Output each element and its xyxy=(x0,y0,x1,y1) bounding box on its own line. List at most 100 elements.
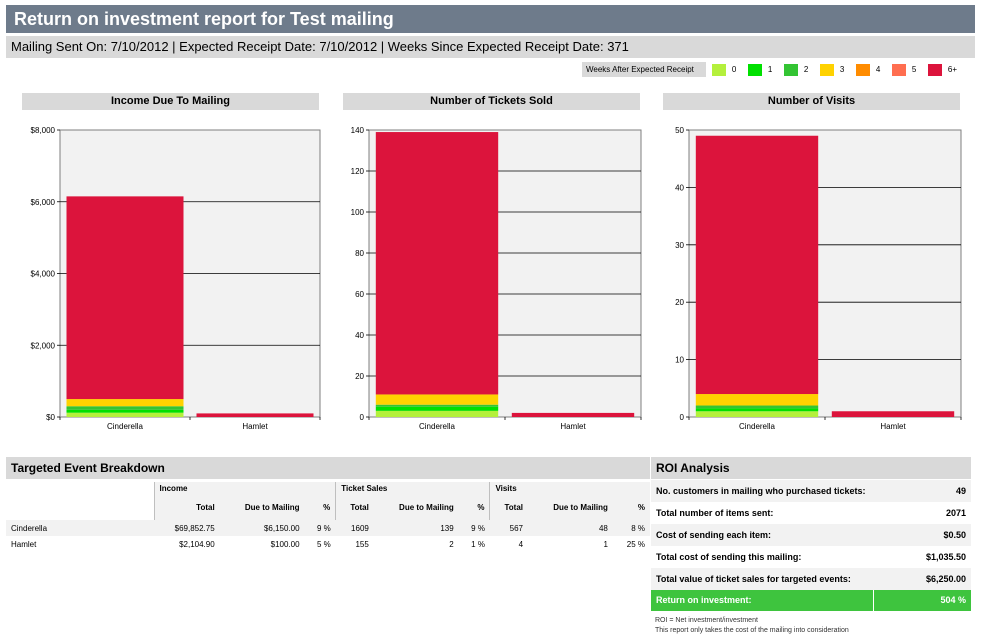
legend-label: 6+ xyxy=(947,65,958,74)
bar-segment xyxy=(695,408,819,412)
roi-result: Return on investment: 504 % xyxy=(651,590,971,611)
y-tick-label: 140 xyxy=(351,126,365,135)
bar-segment xyxy=(66,406,184,410)
report-subtitle: Mailing Sent On: 7/10/2012 | Expected Re… xyxy=(6,36,975,58)
legend-swatch xyxy=(855,63,870,76)
x-category-label: Hamlet xyxy=(880,422,906,431)
legend-label: 0 xyxy=(731,65,737,74)
table-cell: 5 % xyxy=(316,539,331,549)
roi-label: Total number of items sent: xyxy=(656,508,774,518)
roi-value: $0.50 xyxy=(943,530,966,540)
column-header: Total xyxy=(153,494,220,520)
legend-swatch xyxy=(747,63,762,76)
roi-value: $1,035.50 xyxy=(925,552,966,562)
bar-segment xyxy=(375,410,499,417)
column-header: % xyxy=(612,494,650,520)
roi-value: 2071 xyxy=(945,508,966,518)
roi-notes: ROI = Net investment/investment This rep… xyxy=(655,616,849,636)
y-tick-label: 0 xyxy=(680,413,685,422)
breakdown-table: Income Ticket Sales Visits Total Due to … xyxy=(6,482,650,552)
bar-segment xyxy=(831,411,955,417)
table-cell: 139 xyxy=(440,523,454,533)
roi-title: ROI Analysis xyxy=(651,457,971,479)
group-header-tickets: Ticket Sales xyxy=(335,482,490,494)
y-tick-label: $8,000 xyxy=(31,126,56,135)
roi-note: This report only takes the cost of the m… xyxy=(655,627,849,634)
table-cell: 155 xyxy=(355,539,369,549)
table-cell: 2 xyxy=(449,539,454,549)
bar-segment xyxy=(375,404,499,407)
legend-swatch xyxy=(711,63,726,76)
x-category-label: Hamlet xyxy=(242,422,268,431)
y-tick-label: 20 xyxy=(355,372,364,381)
event-name: Cinderella xyxy=(11,523,48,533)
legend-swatch xyxy=(927,63,942,76)
column-header: Due to Mailing xyxy=(528,494,613,520)
weeks-legend: Weeks After Expected Receipt 0 1 2 3 4 5… xyxy=(582,62,958,77)
roi-value: $6,250.00 xyxy=(925,574,966,584)
table-cell: $2,104.90 xyxy=(179,539,215,549)
table-cell: $6,150.00 xyxy=(263,523,300,533)
bar-segment xyxy=(375,406,499,411)
y-tick-label: 60 xyxy=(355,290,364,299)
group-header-visits: Visits xyxy=(489,482,650,494)
legend-label: 1 xyxy=(767,65,773,74)
roi-result-value: 504 % xyxy=(873,590,971,611)
roi-row-customers: No. customers in mailing who purchased t… xyxy=(651,480,971,502)
roi-note: ROI = Net investment/investment xyxy=(655,617,758,624)
column-header: Total xyxy=(335,494,374,520)
y-tick-label: 50 xyxy=(675,126,684,135)
legend-item-5: 5 xyxy=(891,63,922,76)
table-cell: 1 xyxy=(603,539,608,549)
legend-label: 3 xyxy=(839,65,845,74)
roi-result-label: Return on investment: xyxy=(656,595,752,605)
chart-title: Income Due To Mailing xyxy=(22,93,319,110)
roi-row-cost-each: Cost of sending each item: $0.50 xyxy=(651,524,971,546)
roi-row-items-sent: Total number of items sent: 2071 xyxy=(651,502,971,524)
bar-segment xyxy=(375,394,499,405)
y-tick-label: 10 xyxy=(675,356,684,365)
legend-label: 4 xyxy=(875,65,881,74)
table-cell: 567 xyxy=(509,523,524,533)
table-cell: 9 % xyxy=(471,523,485,533)
table-cell: 8 % xyxy=(631,523,645,533)
y-tick-label: $4,000 xyxy=(31,270,56,279)
income-chart-plot: $0 $2,000 $4,000 $6,000 $8,000 Cinderella Haml… xyxy=(31,126,321,431)
roi-label: No. customers in mailing who purchased t… xyxy=(656,486,866,496)
legend-item-3: 3 xyxy=(819,63,850,76)
bar-segment xyxy=(511,412,635,417)
y-tick-label: $6,000 xyxy=(31,198,56,207)
y-tick-label: $2,000 xyxy=(31,341,56,350)
column-header: Total xyxy=(489,494,529,520)
bar-segment xyxy=(695,405,819,409)
bar-segment xyxy=(196,413,314,417)
table-cell: 9 % xyxy=(316,523,331,533)
legend-title: Weeks After Expected Receipt xyxy=(582,62,706,77)
report-title: Return on investment report for Test mai… xyxy=(6,5,975,33)
roi-label: Total value of ticket sales for targeted… xyxy=(656,574,851,584)
column-header: Due to Mailing xyxy=(373,494,459,520)
roi-label: Cost of sending each item: xyxy=(656,530,772,540)
chart-title: Number of Tickets Sold xyxy=(343,93,640,110)
visits-chart-plot: 0 10 20 30 40 50 Cinderella Hamlet xyxy=(675,126,962,431)
event-name: Hamlet xyxy=(11,539,37,549)
roi-row-total-value: Total value of ticket sales for targeted… xyxy=(651,568,971,590)
legend-label: 2 xyxy=(803,65,809,74)
roi-label: Total cost of sending this mailing: xyxy=(656,552,802,562)
legend-swatch xyxy=(891,63,906,76)
empty-header xyxy=(6,482,154,494)
legend-item-2: 2 xyxy=(783,63,814,76)
legend-item-0: 0 xyxy=(711,63,742,76)
legend-item-1: 1 xyxy=(747,63,778,76)
bar-segment xyxy=(695,135,819,395)
bar-segment xyxy=(66,399,184,407)
legend-label: 5 xyxy=(911,65,917,74)
group-header-income: Income xyxy=(153,482,336,494)
column-header: % xyxy=(304,494,336,520)
table-row: Cinderella $69,852.75 $6,150.00 9 % 1609… xyxy=(6,520,650,536)
table-cell: 25 % xyxy=(626,539,645,549)
legend-swatch xyxy=(819,63,834,76)
bar-segment xyxy=(695,394,819,406)
legend-item-4: 4 xyxy=(855,63,886,76)
roi-value: 49 xyxy=(955,486,966,496)
